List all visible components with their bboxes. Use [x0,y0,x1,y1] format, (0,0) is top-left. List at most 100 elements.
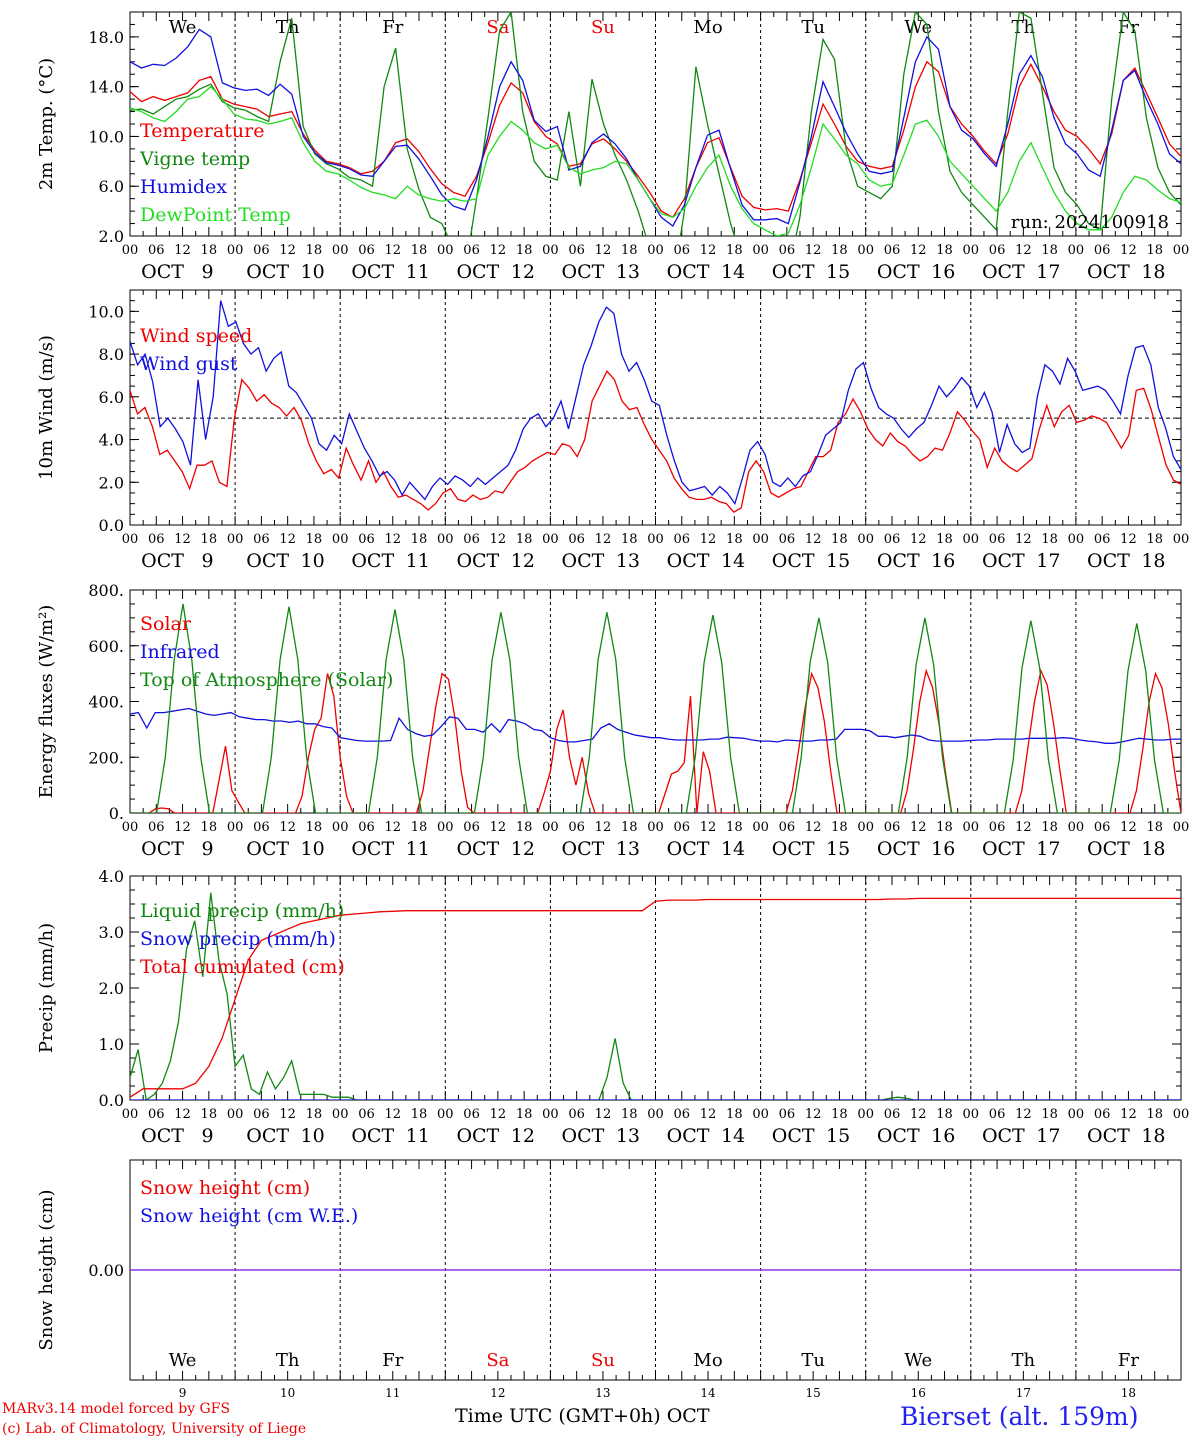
day-of-week-label: We [904,1350,932,1371]
hour-tick-label: 06 [358,243,375,258]
hour-tick-label: 06 [148,1107,165,1122]
hour-tick-label: 12 [700,532,717,547]
date-label: 11 [406,1125,430,1147]
hour-tick-label: 12 [805,532,822,547]
hour-tick-label: 12 [174,243,191,258]
hour-tick-label: 00 [332,1107,349,1122]
hour-tick-label: 12 [910,1107,927,1122]
legend-entry: Wind gust [140,353,238,375]
date-label: 13 [595,1386,610,1400]
date-label: 14 [700,1386,716,1400]
hour-tick-label: 18 [936,820,953,835]
y-tick-label: 0. [109,804,124,823]
hour-tick-label: 18 [306,820,323,835]
y-tick-label: 2.0 [99,979,124,998]
hour-tick-label: 00 [647,820,664,835]
legend-entry: Snow height (cm) [140,1177,310,1199]
month-label: OCT [877,838,920,860]
hour-tick-label: 06 [674,820,691,835]
hour-tick-label: 00 [647,532,664,547]
month-label: OCT [351,1125,394,1147]
hour-tick-label: 06 [463,532,480,547]
hour-tick-label: 00 [963,532,980,547]
y-tick-label: 400. [88,693,124,712]
hour-tick-label: 06 [463,820,480,835]
hour-tick-label: 06 [884,532,901,547]
hour-tick-label: 12 [910,820,927,835]
date-label: 18 [1141,1125,1165,1147]
legend-entry: Solar [140,613,192,635]
series-line-blue [130,28,1181,227]
hour-tick-label: 00 [857,1107,874,1122]
hour-tick-label: 18 [306,1107,323,1122]
hour-tick-label: 06 [148,820,165,835]
date-label: 11 [406,838,430,860]
hour-tick-label: 12 [1015,1107,1032,1122]
hour-tick-label: 18 [726,1107,743,1122]
hour-tick-label: 18 [936,532,953,547]
date-label: 11 [385,1386,400,1400]
day-of-week-label: Fr [382,1350,403,1371]
hour-tick-label: 06 [779,820,796,835]
y-tick-label: 8.0 [99,345,124,364]
date-label: 10 [301,261,325,283]
hour-tick-label: 12 [174,532,191,547]
hour-tick-label: 18 [1041,532,1058,547]
hour-tick-label: 06 [358,820,375,835]
hour-tick-label: 18 [411,243,428,258]
hour-tick-label: 06 [253,243,270,258]
hour-tick-label: 18 [621,820,638,835]
hour-tick-label: 18 [621,1107,638,1122]
hour-tick-label: 00 [227,1107,244,1122]
hour-tick-label: 18 [1146,1107,1163,1122]
hour-tick-label: 06 [568,820,585,835]
date-label: 17 [1036,1125,1060,1147]
hour-tick-label: 00 [1173,532,1190,547]
hour-tick-label: 00 [542,243,559,258]
y-tick-label: 2.0 [99,227,124,246]
month-label: OCT [877,1125,920,1147]
y-tick-label: 0.0 [99,1091,124,1110]
month-label: OCT [982,261,1025,283]
hour-tick-label: 12 [700,243,717,258]
hour-tick-label: 18 [1146,820,1163,835]
hour-tick-label: 06 [674,532,691,547]
y-tick-label: 10.0 [88,302,124,321]
month-label: OCT [351,261,394,283]
date-label: 14 [721,838,745,860]
date-label: 15 [826,550,850,572]
date-label: 13 [616,261,640,283]
date-label: 12 [511,261,535,283]
date-label: 9 [202,838,214,860]
date-label: 15 [826,838,850,860]
hour-tick-label: 00 [437,1107,454,1122]
series-line-red [130,668,1181,813]
hour-tick-label: 00 [1068,532,1085,547]
hour-tick-label: 18 [621,243,638,258]
series-line-red [130,897,1181,1098]
legend-entry: Snow precip (mm/h) [140,928,336,950]
hour-tick-label: 18 [1041,820,1058,835]
date-label: 11 [406,261,430,283]
month-label: OCT [1087,1125,1130,1147]
hour-tick-label: 18 [306,243,323,258]
month-label: OCT [141,261,184,283]
hour-tick-label: 06 [463,243,480,258]
date-label: 9 [179,1386,187,1400]
hour-tick-label: 06 [358,532,375,547]
hour-tick-label: 00 [963,1107,980,1122]
hour-tick-label: 12 [1015,820,1032,835]
hour-tick-label: 06 [884,1107,901,1122]
y-axis-label: Snow height (cm) [36,1189,57,1350]
date-label: 15 [826,1125,850,1147]
panel-snow: 0.00 Snow height (cm) Snow height (cm) Snow… [36,1159,1182,1400]
hour-tick-label: 06 [989,243,1006,258]
hour-tick-label: 06 [253,532,270,547]
y-tick-label: 4.0 [99,431,124,450]
date-label: 18 [1141,550,1165,572]
y-tick-label: 1.0 [99,1035,124,1054]
date-label: 10 [301,1125,325,1147]
day-of-week-label: Fr [382,17,403,38]
hour-tick-label: 12 [1015,532,1032,547]
